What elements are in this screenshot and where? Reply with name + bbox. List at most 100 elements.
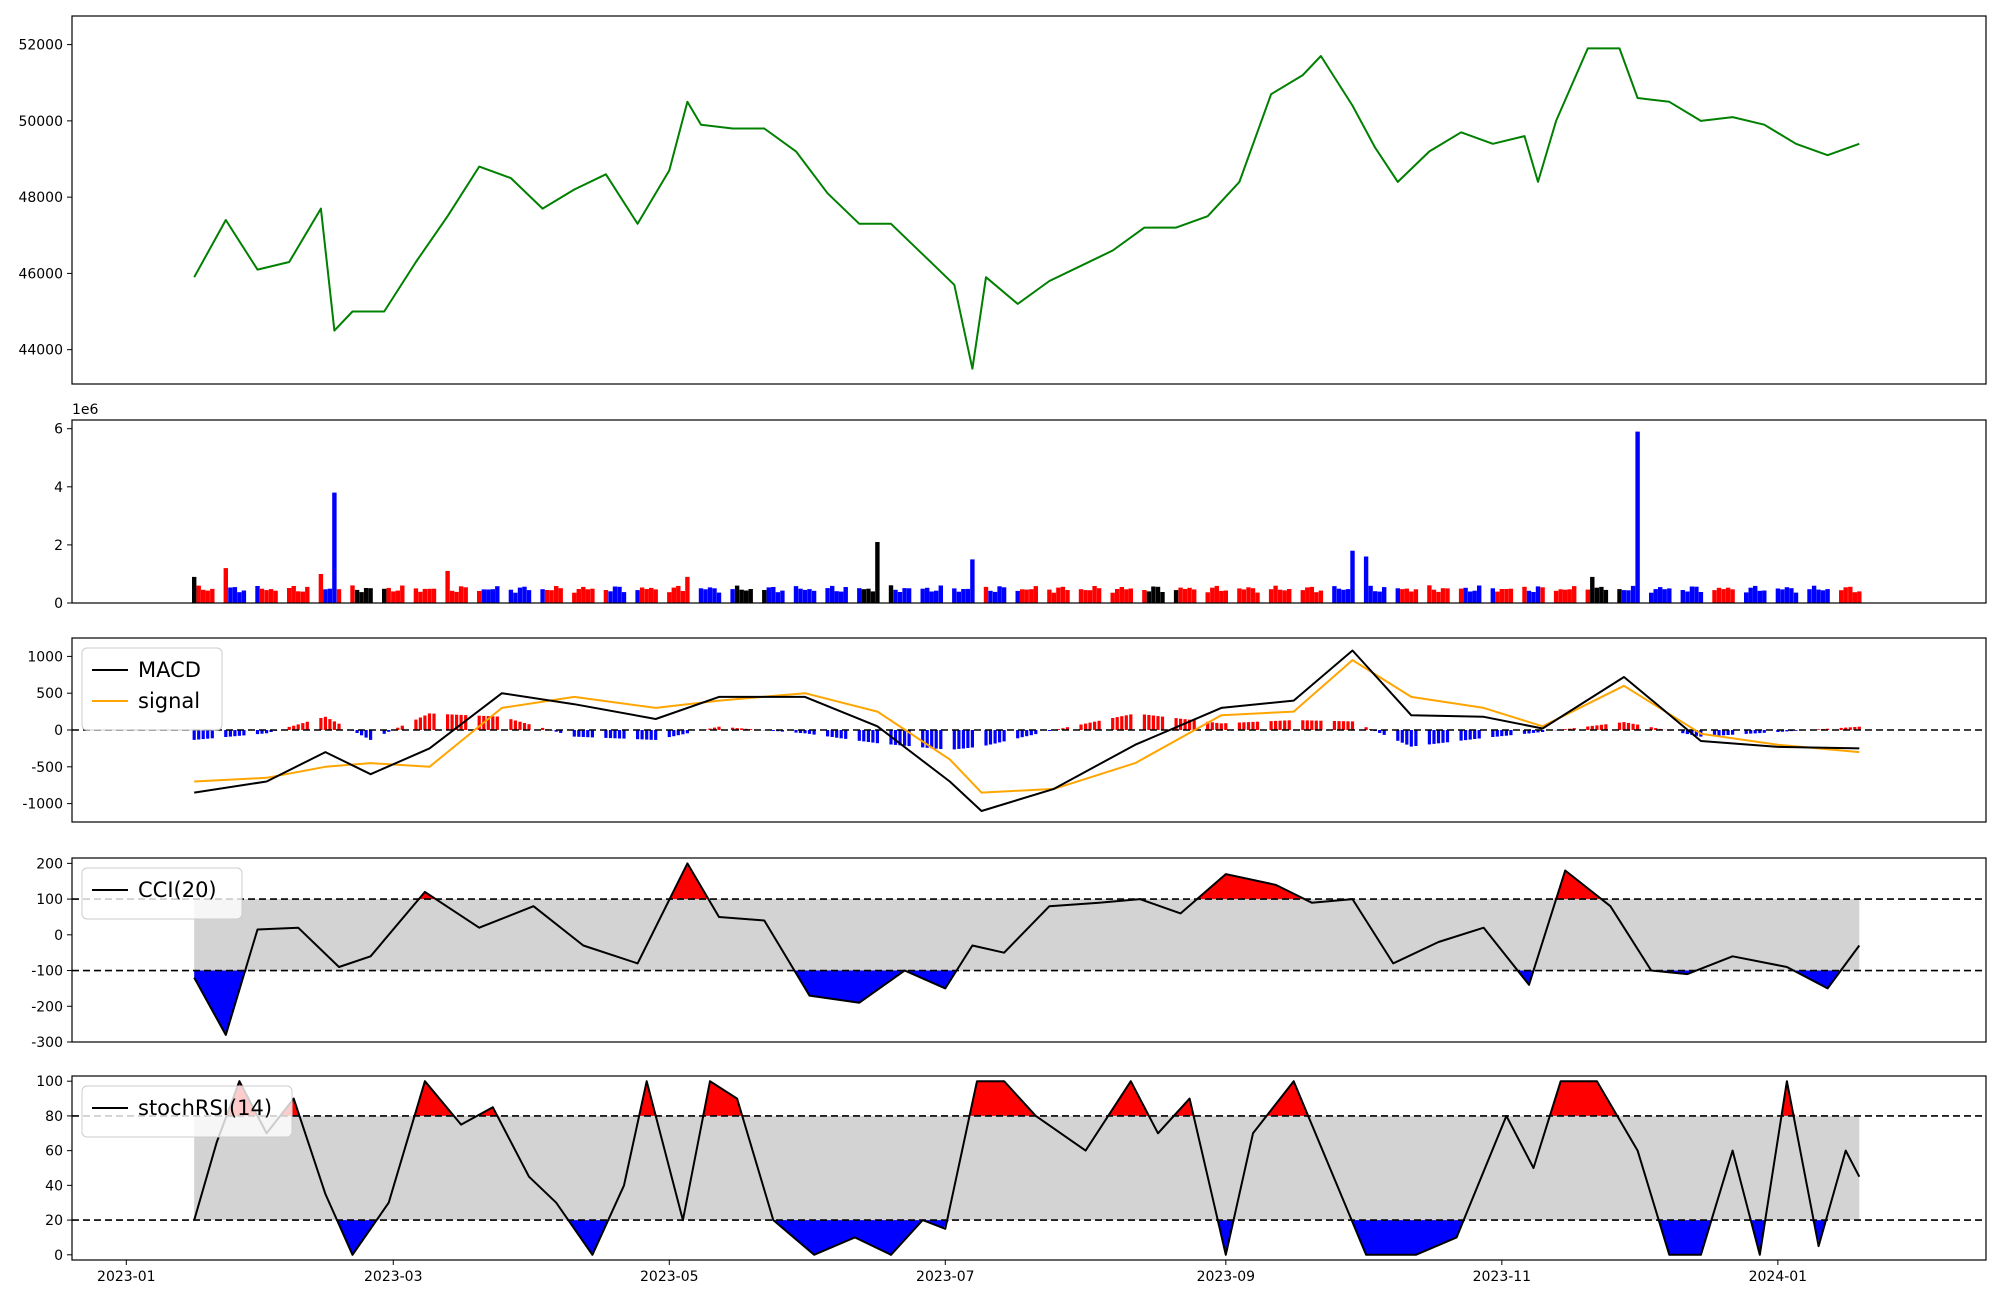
macd-histogram-bar <box>418 717 422 730</box>
volume-bar <box>264 590 269 603</box>
volume-bar <box>1096 588 1102 603</box>
macd-histogram-bar <box>1151 715 1155 730</box>
macd-histogram-bar <box>1346 721 1350 730</box>
macd-histogram-bar <box>1224 723 1228 730</box>
volume-bar <box>590 588 595 603</box>
macd-histogram-bar <box>541 727 545 730</box>
volume-bar <box>1142 590 1147 603</box>
volume-bar <box>1603 589 1609 603</box>
volume-bar <box>1599 586 1604 603</box>
volume-bar <box>1685 591 1690 603</box>
volume-bar <box>359 592 364 603</box>
volume-bar <box>1626 590 1631 603</box>
macd-histogram-bar <box>1717 730 1721 736</box>
price-y-tick-label: 44000 <box>18 343 63 359</box>
macd-histogram-bar <box>355 730 359 733</box>
volume-bar <box>707 587 713 603</box>
volume-bar <box>1694 586 1699 603</box>
volume-bar <box>327 588 333 603</box>
cci-oversold-fill <box>194 970 1860 1033</box>
macd-histogram-bar <box>1029 730 1033 736</box>
volume-bar <box>318 574 324 603</box>
x-tick-label: 2023-01 <box>97 1269 156 1285</box>
macd-legend-label-0: MACD <box>138 658 201 682</box>
volume-bar <box>1146 591 1152 603</box>
macd-histogram-bar <box>1622 722 1626 730</box>
volume-bar <box>1440 588 1446 603</box>
macd-histogram-bar <box>414 719 418 730</box>
cci-y-tick-label: -300 <box>31 1035 63 1051</box>
volume-bar <box>418 591 423 603</box>
macd-histogram-bar <box>1441 730 1445 743</box>
macd-histogram-bar <box>830 730 834 737</box>
macd-histogram-bar <box>1219 723 1223 730</box>
volume-bar <box>1585 589 1590 603</box>
macd-histogram-bar <box>1278 720 1282 730</box>
macd-histogram-bar <box>1541 730 1545 732</box>
macd-histogram-bar <box>898 730 902 746</box>
macd-histogram-bar <box>1694 730 1698 736</box>
cci-y-tick-label: 0 <box>54 928 63 944</box>
volume-bar <box>603 590 609 603</box>
macd-histogram-bar <box>1631 723 1635 730</box>
macd-histogram-bar <box>654 730 658 740</box>
macd-histogram-bar <box>495 716 499 730</box>
macd-histogram-bar <box>636 730 640 740</box>
macd-histogram-bar <box>839 730 843 739</box>
volume-bar <box>857 588 862 603</box>
x-tick-label: 2023-07 <box>916 1269 975 1285</box>
macd-histogram-bar <box>1459 730 1463 741</box>
volume-bar <box>1572 586 1577 603</box>
macd-histogram-bar <box>1857 726 1861 730</box>
volume-bar <box>1839 590 1844 603</box>
macd-histogram-bar <box>993 730 997 744</box>
macd-histogram-bar <box>554 730 558 732</box>
macd-y-tick-label: 0 <box>54 723 63 739</box>
macd-histogram-bar <box>749 729 753 730</box>
macd-histogram-bar <box>1794 730 1798 731</box>
volume-bar <box>1820 590 1826 603</box>
macd-histogram-bar <box>197 730 201 740</box>
stochrsi-y-tick-label: 80 <box>45 1109 63 1125</box>
macd-histogram-bar <box>387 730 391 732</box>
volume-bar <box>1382 587 1387 603</box>
macd-histogram-bar <box>242 730 246 736</box>
macd-histogram-bar <box>1160 716 1165 730</box>
volume-bar <box>897 592 903 603</box>
volume-bar <box>368 588 373 603</box>
volume-bar <box>422 588 428 603</box>
macd-histogram-bar <box>1848 727 1852 730</box>
macd-histogram-bar <box>622 730 626 739</box>
volume-bar <box>1540 587 1545 603</box>
price-y-tick-label: 52000 <box>18 38 63 54</box>
volume-bar <box>830 585 835 603</box>
volume-bar <box>363 588 369 603</box>
macd-histogram-bar <box>1382 730 1386 735</box>
macd-histogram-bar <box>1522 730 1527 734</box>
volume-bar <box>875 542 880 603</box>
macd-histogram-bar <box>423 715 427 730</box>
volume-bar <box>1667 588 1672 603</box>
cci-overbought-fill <box>194 864 1860 900</box>
volume-bar <box>1345 589 1351 603</box>
macd-histogram-bar <box>1192 720 1196 730</box>
macd-histogram-bar <box>1251 721 1255 730</box>
volume-bar <box>228 587 233 603</box>
macd-histogram-bar <box>260 730 264 734</box>
macd-histogram-bar <box>1287 720 1291 730</box>
volume-bar <box>1857 591 1862 603</box>
macd-histogram-bar <box>1785 730 1789 732</box>
macd-histogram-bar <box>1319 720 1323 730</box>
macd-histogram-bar <box>1654 728 1658 730</box>
macd-histogram-bar <box>522 723 527 730</box>
macd-histogram-bar <box>337 723 341 730</box>
macd-histogram-bar <box>1020 730 1024 738</box>
volume-bar <box>1468 591 1473 603</box>
volume-bar <box>1680 590 1685 603</box>
volume-bar <box>449 590 455 603</box>
volume-bar <box>1065 590 1070 603</box>
macd-histogram-bar <box>812 730 816 735</box>
volume-bar <box>771 587 776 603</box>
macd-histogram-bar <box>1495 730 1499 737</box>
macd-histogram-bar <box>292 725 296 730</box>
